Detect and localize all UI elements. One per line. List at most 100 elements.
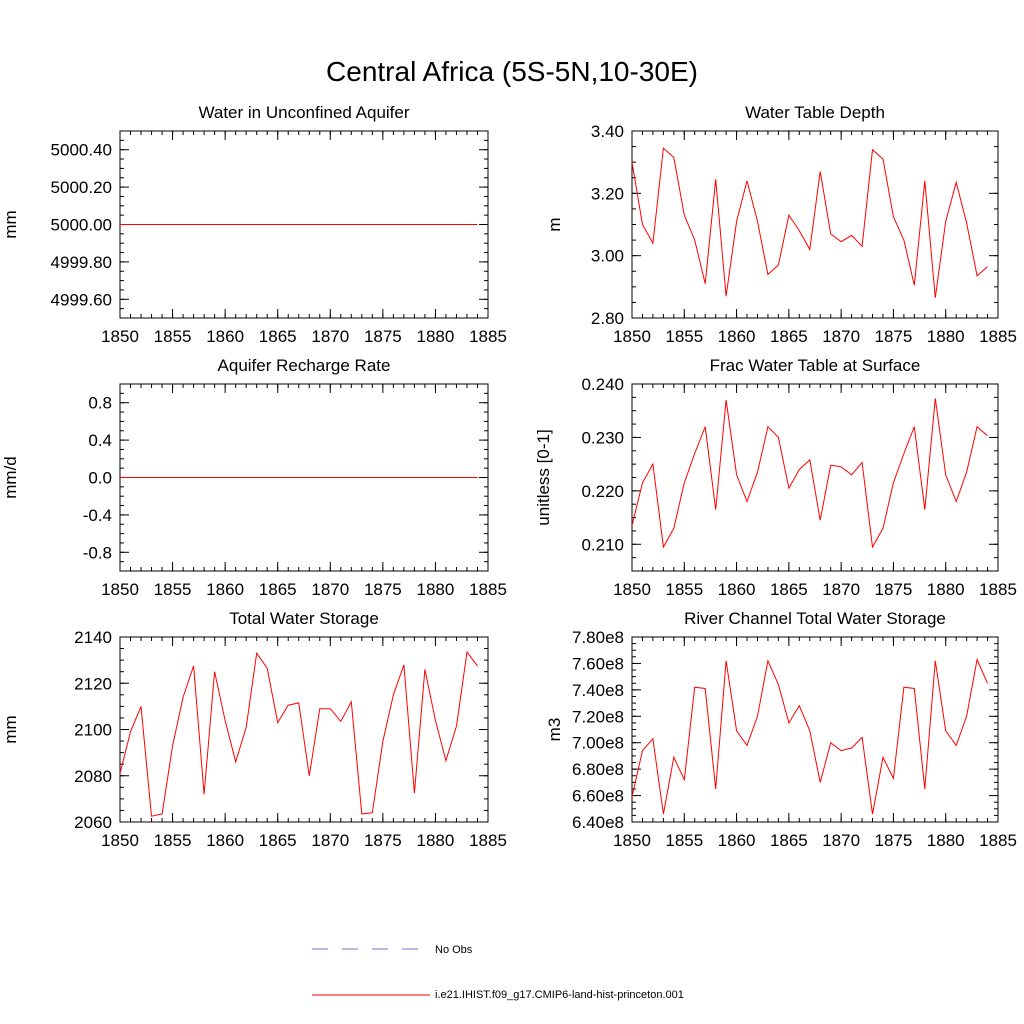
x-tick-label: 1850: [101, 327, 139, 346]
series-line: [631, 398, 988, 549]
x-tick-label: 1855: [665, 580, 703, 599]
panel-title: Water Table Depth: [745, 103, 885, 122]
x-tick-label: 1880: [417, 327, 455, 346]
y-tick-label: 7.00e8: [572, 734, 624, 753]
plot-frame: [119, 636, 489, 823]
y-tick-label: 2100: [74, 721, 112, 740]
plot-frame: [631, 130, 999, 319]
y-axis-label: unitless [0-1]: [534, 429, 553, 525]
x-tick-label: 1870: [311, 327, 349, 346]
x-tick-label: 1860: [206, 831, 244, 850]
y-tick-label: -0.8: [83, 543, 112, 562]
x-tick-label: 1885: [469, 831, 507, 850]
figure-title: Central Africa (5S-5N,10-30E): [326, 56, 698, 87]
x-tick-label: 1850: [101, 831, 139, 850]
y-tick-label: 6.80e8: [572, 760, 624, 779]
x-tick-label: 1865: [770, 831, 808, 850]
y-tick-label: 7.80e8: [572, 628, 624, 647]
y-tick-label: -0.4: [83, 506, 112, 525]
chart-panel-6: 1850 1855 1860 1865 1870 1875 1880 1885 6.40e8 6.…: [545, 609, 1017, 850]
panel-title: Aquifer Recharge Rate: [218, 356, 391, 375]
plot-frame: [631, 636, 999, 823]
x-tick-label: 1850: [613, 831, 651, 850]
y-tick-label: 7.60e8: [572, 654, 624, 673]
y-tick-label: 5000.40: [51, 141, 112, 160]
y-tick-label: 0.210: [581, 535, 624, 554]
y-tick-label: 2080: [74, 767, 112, 786]
panel-title: Frac Water Table at Surface: [710, 356, 921, 375]
x-tick-label: 1885: [469, 580, 507, 599]
y-axis-label: m3: [545, 718, 564, 742]
series-line: [119, 650, 478, 817]
x-tick-label: 1865: [259, 831, 297, 850]
y-tick-label: 5000.00: [51, 216, 112, 235]
y-tick-label: 2140: [74, 628, 112, 647]
x-tick-label: 1885: [979, 327, 1017, 346]
y-axis-label: mm/d: [1, 456, 20, 499]
x-tick-label: 1885: [469, 327, 507, 346]
chart-panel-4: 1850 1855 1860 1865 1870 1875 1880 1885 0.210 0.2…: [534, 356, 1017, 599]
x-tick-label: 1875: [875, 327, 913, 346]
chart-panel-1: 1850 1855 1860 1865 1870 1875 1880 1885 4999.60 4…: [1, 103, 507, 346]
x-tick-label: 1855: [154, 327, 192, 346]
panel-title: Total Water Storage: [229, 609, 379, 628]
panel-title: Water in Unconfined Aquifer: [198, 103, 409, 122]
x-tick-label: 1870: [311, 831, 349, 850]
y-tick-label: 6.40e8: [572, 813, 624, 832]
y-tick-label: 0.230: [581, 428, 624, 447]
x-tick-label: 1865: [770, 327, 808, 346]
x-tick-label: 1855: [665, 831, 703, 850]
x-tick-label: 1880: [927, 831, 965, 850]
x-tick-label: 1860: [718, 831, 756, 850]
y-tick-label: 0.240: [581, 375, 624, 394]
x-tick-label: 1875: [364, 831, 402, 850]
chart-panel-5: 1850 1855 1860 1865 1870 1875 1880 1885 2060 2080…: [1, 609, 507, 850]
y-tick-label: 7.20e8: [572, 707, 624, 726]
y-tick-label: 3.40: [591, 122, 624, 141]
series-line: [631, 147, 988, 298]
x-tick-label: 1870: [822, 327, 860, 346]
y-tick-label: 0.0: [88, 469, 112, 488]
x-tick-label: 1860: [206, 580, 244, 599]
x-tick-label: 1885: [979, 580, 1017, 599]
y-axis-label: mm: [1, 715, 20, 743]
x-tick-label: 1850: [613, 580, 651, 599]
x-tick-label: 1885: [979, 831, 1017, 850]
x-tick-label: 1865: [770, 580, 808, 599]
y-tick-label: 4999.60: [51, 290, 112, 309]
x-tick-label: 1870: [311, 580, 349, 599]
y-tick-label: 2.80: [591, 309, 624, 328]
x-tick-label: 1855: [665, 327, 703, 346]
x-tick-label: 1860: [206, 327, 244, 346]
x-tick-label: 1875: [875, 580, 913, 599]
y-axis-label: mm: [1, 210, 20, 238]
x-tick-label: 1880: [927, 327, 965, 346]
x-tick-label: 1855: [154, 831, 192, 850]
plot-frame: [631, 383, 999, 572]
chart-panel-3: 1850 1855 1860 1865 1870 1875 1880 1885 -0.8 -0.4…: [1, 356, 507, 599]
x-tick-label: 1875: [364, 327, 402, 346]
x-tick-label: 1860: [718, 327, 756, 346]
x-tick-label: 1880: [927, 580, 965, 599]
y-tick-label: 0.8: [88, 394, 112, 413]
y-tick-label: 5000.20: [51, 178, 112, 197]
y-axis-label: m: [545, 217, 564, 231]
y-tick-label: 3.00: [591, 247, 624, 266]
chart-panel-2: 1850 1855 1860 1865 1870 1875 1880 1885 2.80 3.00…: [545, 103, 1017, 346]
x-tick-label: 1880: [417, 580, 455, 599]
x-tick-label: 1870: [822, 831, 860, 850]
y-tick-label: 3.20: [591, 184, 624, 203]
y-tick-label: 2120: [74, 674, 112, 693]
series-line: [631, 657, 988, 815]
x-tick-label: 1865: [259, 580, 297, 599]
x-tick-label: 1850: [613, 327, 651, 346]
x-tick-label: 1865: [259, 327, 297, 346]
x-tick-label: 1850: [101, 580, 139, 599]
y-tick-label: 6.60e8: [572, 787, 624, 806]
y-tick-label: 0.4: [88, 431, 112, 450]
y-tick-label: 4999.80: [51, 253, 112, 272]
x-tick-label: 1870: [822, 580, 860, 599]
y-tick-label: 0.220: [581, 482, 624, 501]
x-tick-label: 1880: [417, 831, 455, 850]
